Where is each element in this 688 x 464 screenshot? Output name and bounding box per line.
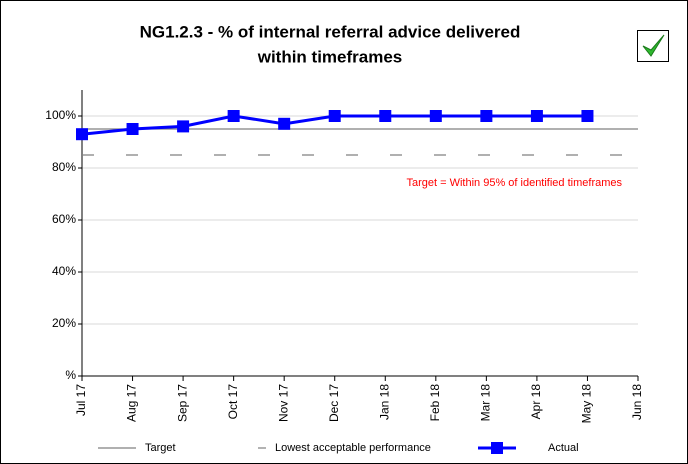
y-tick-label: 60%	[52, 212, 76, 226]
x-tick-label: Jul 17	[74, 384, 88, 416]
x-tick-label: Jun 18	[630, 384, 644, 420]
series-marker	[177, 120, 190, 133]
x-tick-label: Jan 18	[377, 384, 391, 420]
x-tick-label: Mar 18	[479, 384, 493, 422]
y-tick-label: 40%	[52, 264, 76, 278]
x-tick-label: Apr 18	[529, 384, 543, 420]
x-tick-label: Aug 17	[125, 384, 139, 422]
chart-title: NG1.2.3 - % of internal referral advice …	[140, 22, 521, 41]
legend-label: Target	[145, 442, 176, 454]
annotation: Target = Within 95% of identified timefr…	[406, 177, 622, 189]
series-marker	[379, 110, 392, 122]
y-tick-label: 100%	[45, 108, 76, 122]
x-tick-label: May 18	[580, 384, 594, 424]
legend-marker	[491, 442, 503, 454]
legend-label: Lowest acceptable performance	[275, 442, 431, 454]
series-marker	[126, 123, 139, 135]
x-tick-label: Dec 17	[327, 384, 341, 422]
x-tick-label: Nov 17	[276, 384, 290, 422]
series-marker	[581, 110, 594, 122]
series-marker	[278, 117, 291, 130]
x-tick-label: Oct 17	[226, 384, 240, 420]
series-marker	[227, 110, 240, 122]
y-tick-label: %	[65, 368, 76, 382]
series-marker	[480, 110, 493, 122]
series-marker	[530, 110, 543, 122]
x-tick-label: Sep 17	[175, 384, 189, 422]
series-marker	[328, 110, 341, 122]
legend-label: Actual	[548, 442, 579, 454]
check-icon	[637, 30, 669, 62]
x-tick-label: Feb 18	[428, 384, 442, 422]
y-tick-label: 80%	[52, 160, 76, 174]
series-marker	[76, 128, 88, 141]
series-marker	[429, 110, 442, 122]
y-tick-label: 20%	[52, 316, 76, 330]
chart-title: within timeframes	[257, 47, 403, 66]
